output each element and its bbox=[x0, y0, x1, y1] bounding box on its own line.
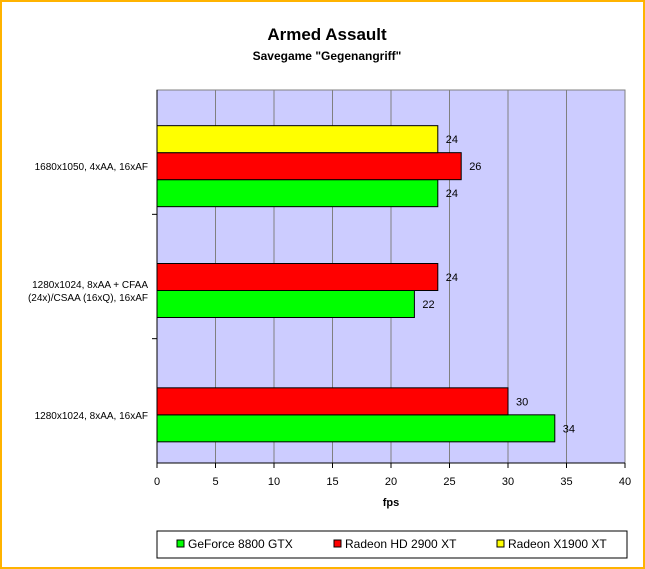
legend-swatch bbox=[176, 539, 185, 548]
category-label: (24x)/CSAA (16xQ), 16xAF bbox=[28, 293, 148, 304]
bars bbox=[156, 125, 556, 443]
bar bbox=[156, 125, 439, 154]
legend-box bbox=[156, 530, 628, 559]
legend-label: Radeon HD 2900 XT bbox=[345, 537, 457, 551]
x-tick-labels: 0 5 10 15 20 25 30 35 40 bbox=[154, 476, 631, 488]
x-tick-label: 30 bbox=[502, 476, 514, 488]
category-labels: 1680x1050, 4xAA, 16xAF 1280x1024, 8xAA + … bbox=[28, 162, 148, 422]
legend: GeForce 8800 GTX Radeon HD 2900 XT Radeon … bbox=[156, 530, 628, 559]
data-label: 24 bbox=[446, 134, 458, 146]
chart-subtitle: Savegame "Gegenangriff" bbox=[253, 49, 402, 63]
data-label: 34 bbox=[563, 423, 575, 435]
x-tick-label: 5 bbox=[212, 476, 218, 488]
data-label: 30 bbox=[516, 396, 528, 408]
category-label: 1280x1024, 8xAA + CFAA bbox=[32, 280, 148, 291]
category-label: 1680x1050, 4xAA, 16xAF bbox=[35, 162, 148, 173]
axes bbox=[152, 90, 626, 468]
x-axis-label: fps bbox=[383, 497, 400, 509]
chart-title: Armed Assault bbox=[267, 25, 387, 44]
data-label: 26 bbox=[469, 161, 481, 173]
x-tick-label: 0 bbox=[154, 476, 160, 488]
x-tick-label: 10 bbox=[268, 476, 280, 488]
data-labels: 24 26 24 22 24 34 30 bbox=[422, 134, 575, 435]
x-tick-label: 20 bbox=[385, 476, 397, 488]
bar bbox=[156, 263, 439, 291]
legend-label: Radeon X1900 XT bbox=[508, 537, 607, 551]
bar bbox=[156, 414, 556, 443]
legend-swatch bbox=[496, 539, 505, 548]
bar bbox=[156, 152, 462, 181]
bar bbox=[156, 387, 509, 416]
legend-swatch bbox=[333, 539, 342, 548]
bar bbox=[156, 290, 415, 318]
bar bbox=[156, 179, 439, 208]
x-tick-label: 35 bbox=[560, 476, 572, 488]
legend-label: GeForce 8800 GTX bbox=[188, 537, 293, 551]
x-tick-label: 15 bbox=[326, 476, 338, 488]
data-label: 24 bbox=[446, 188, 458, 200]
data-label: 22 bbox=[422, 299, 434, 311]
x-tick-label: 40 bbox=[619, 476, 631, 488]
category-label: 1280x1024, 8xAA, 16xAF bbox=[35, 411, 148, 422]
x-tick-label: 25 bbox=[443, 476, 455, 488]
data-label: 24 bbox=[446, 272, 458, 284]
